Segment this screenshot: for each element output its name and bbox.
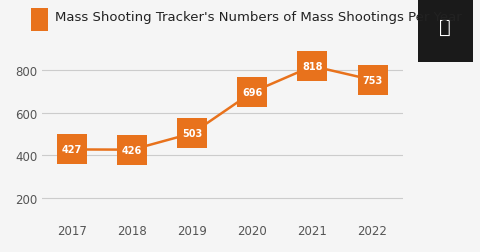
- Text: 503: 503: [182, 129, 203, 139]
- Text: 🛡: 🛡: [439, 17, 451, 37]
- Text: 753: 753: [362, 76, 383, 86]
- Text: Mass Shooting Tracker's Numbers of Mass Shootings Per Year: Mass Shooting Tracker's Numbers of Mass …: [55, 11, 462, 24]
- Text: 427: 427: [62, 145, 82, 155]
- Text: 426: 426: [122, 145, 143, 155]
- Text: 818: 818: [302, 62, 323, 72]
- Text: 696: 696: [242, 88, 263, 98]
